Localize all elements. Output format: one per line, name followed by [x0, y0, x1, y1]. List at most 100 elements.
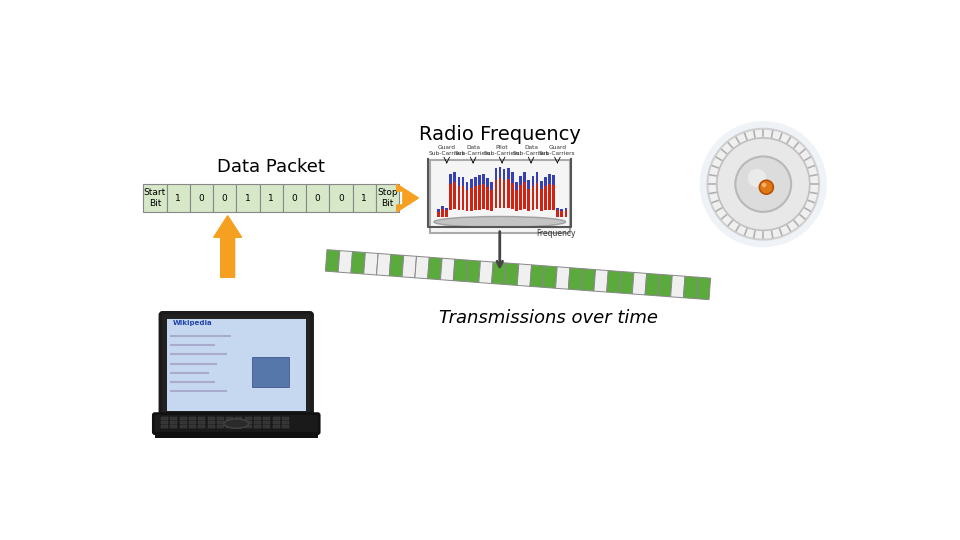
Bar [540, 181, 542, 211]
Bar [329, 184, 352, 212]
Polygon shape [556, 267, 570, 289]
Bar [548, 174, 551, 184]
Text: 1: 1 [245, 193, 251, 202]
Bar [498, 167, 501, 208]
Text: 0: 0 [292, 193, 298, 202]
Bar [189, 425, 196, 428]
Polygon shape [645, 273, 660, 296]
Bar [437, 210, 440, 217]
Bar [161, 425, 168, 428]
Bar [161, 417, 168, 420]
Bar [254, 417, 261, 420]
Text: Data
Sub-Carriers: Data Sub-Carriers [455, 145, 492, 156]
Bar [245, 421, 252, 424]
Bar [466, 181, 468, 211]
Bar [498, 167, 501, 178]
Bar [561, 209, 564, 217]
Bar [478, 175, 481, 185]
Bar [236, 184, 259, 212]
Text: Data Packet: Data Packet [217, 158, 325, 177]
Bar [217, 421, 224, 424]
Text: Frequency: Frequency [536, 229, 575, 238]
Bar [519, 176, 522, 185]
FancyBboxPatch shape [160, 313, 312, 417]
Bar [282, 417, 289, 420]
Bar [217, 417, 224, 420]
Bar [282, 425, 289, 428]
Bar [523, 172, 526, 209]
Bar [263, 417, 271, 420]
Bar [273, 425, 279, 428]
Bar [532, 177, 535, 210]
Bar [189, 421, 196, 424]
Bar [478, 175, 481, 210]
Bar [143, 184, 166, 212]
Bar [503, 168, 506, 180]
Polygon shape [581, 269, 595, 291]
Bar [227, 421, 233, 424]
Bar [254, 421, 261, 424]
Bar [540, 181, 542, 190]
Bar [166, 319, 306, 411]
Polygon shape [633, 273, 647, 295]
Bar [507, 168, 510, 179]
Bar [536, 172, 539, 183]
Bar [227, 417, 233, 420]
Bar [375, 184, 399, 212]
FancyBboxPatch shape [430, 159, 569, 233]
Bar [273, 417, 279, 420]
Polygon shape [684, 276, 698, 299]
Text: Data
Sub-Carriers: Data Sub-Carriers [513, 145, 549, 156]
Text: Stop
Bit: Stop Bit [377, 188, 397, 208]
Bar [564, 207, 567, 217]
Polygon shape [441, 258, 455, 281]
Bar [352, 184, 375, 212]
Polygon shape [568, 268, 583, 290]
Bar [561, 209, 564, 211]
Text: Guard
Sub-Carriers: Guard Sub-Carriers [540, 145, 576, 156]
Bar [235, 417, 243, 420]
Polygon shape [542, 266, 557, 288]
Text: Start
Bit: Start Bit [144, 188, 166, 208]
Bar [494, 168, 497, 180]
Bar [245, 417, 252, 420]
Polygon shape [492, 262, 506, 285]
Bar [441, 206, 444, 209]
Bar [170, 417, 178, 420]
Polygon shape [338, 251, 352, 273]
Polygon shape [402, 255, 417, 278]
Polygon shape [351, 252, 366, 274]
Bar [207, 421, 214, 424]
Bar [180, 421, 186, 424]
Text: Radio Frequency: Radio Frequency [419, 125, 581, 144]
Bar [199, 417, 205, 420]
Bar [469, 179, 472, 188]
Text: 0: 0 [315, 193, 321, 202]
Text: 0: 0 [199, 193, 204, 202]
Circle shape [700, 121, 827, 247]
Text: 0: 0 [338, 193, 344, 202]
Polygon shape [671, 275, 685, 298]
Polygon shape [517, 264, 532, 286]
Polygon shape [504, 263, 518, 286]
Bar [254, 425, 261, 428]
Circle shape [759, 180, 774, 194]
Text: 1: 1 [268, 193, 274, 202]
Text: 1: 1 [361, 193, 367, 202]
Polygon shape [390, 254, 404, 277]
Ellipse shape [434, 217, 565, 227]
Bar [441, 206, 444, 217]
Bar [532, 177, 535, 186]
Bar [491, 181, 493, 190]
Bar [437, 210, 440, 212]
Bar [516, 182, 517, 191]
Bar [155, 432, 318, 438]
Bar [458, 177, 460, 210]
Bar [462, 177, 465, 210]
Bar [552, 175, 555, 185]
Bar [245, 425, 252, 428]
Bar [273, 421, 279, 424]
Polygon shape [594, 269, 609, 292]
Bar [556, 208, 559, 217]
Bar [503, 168, 506, 208]
